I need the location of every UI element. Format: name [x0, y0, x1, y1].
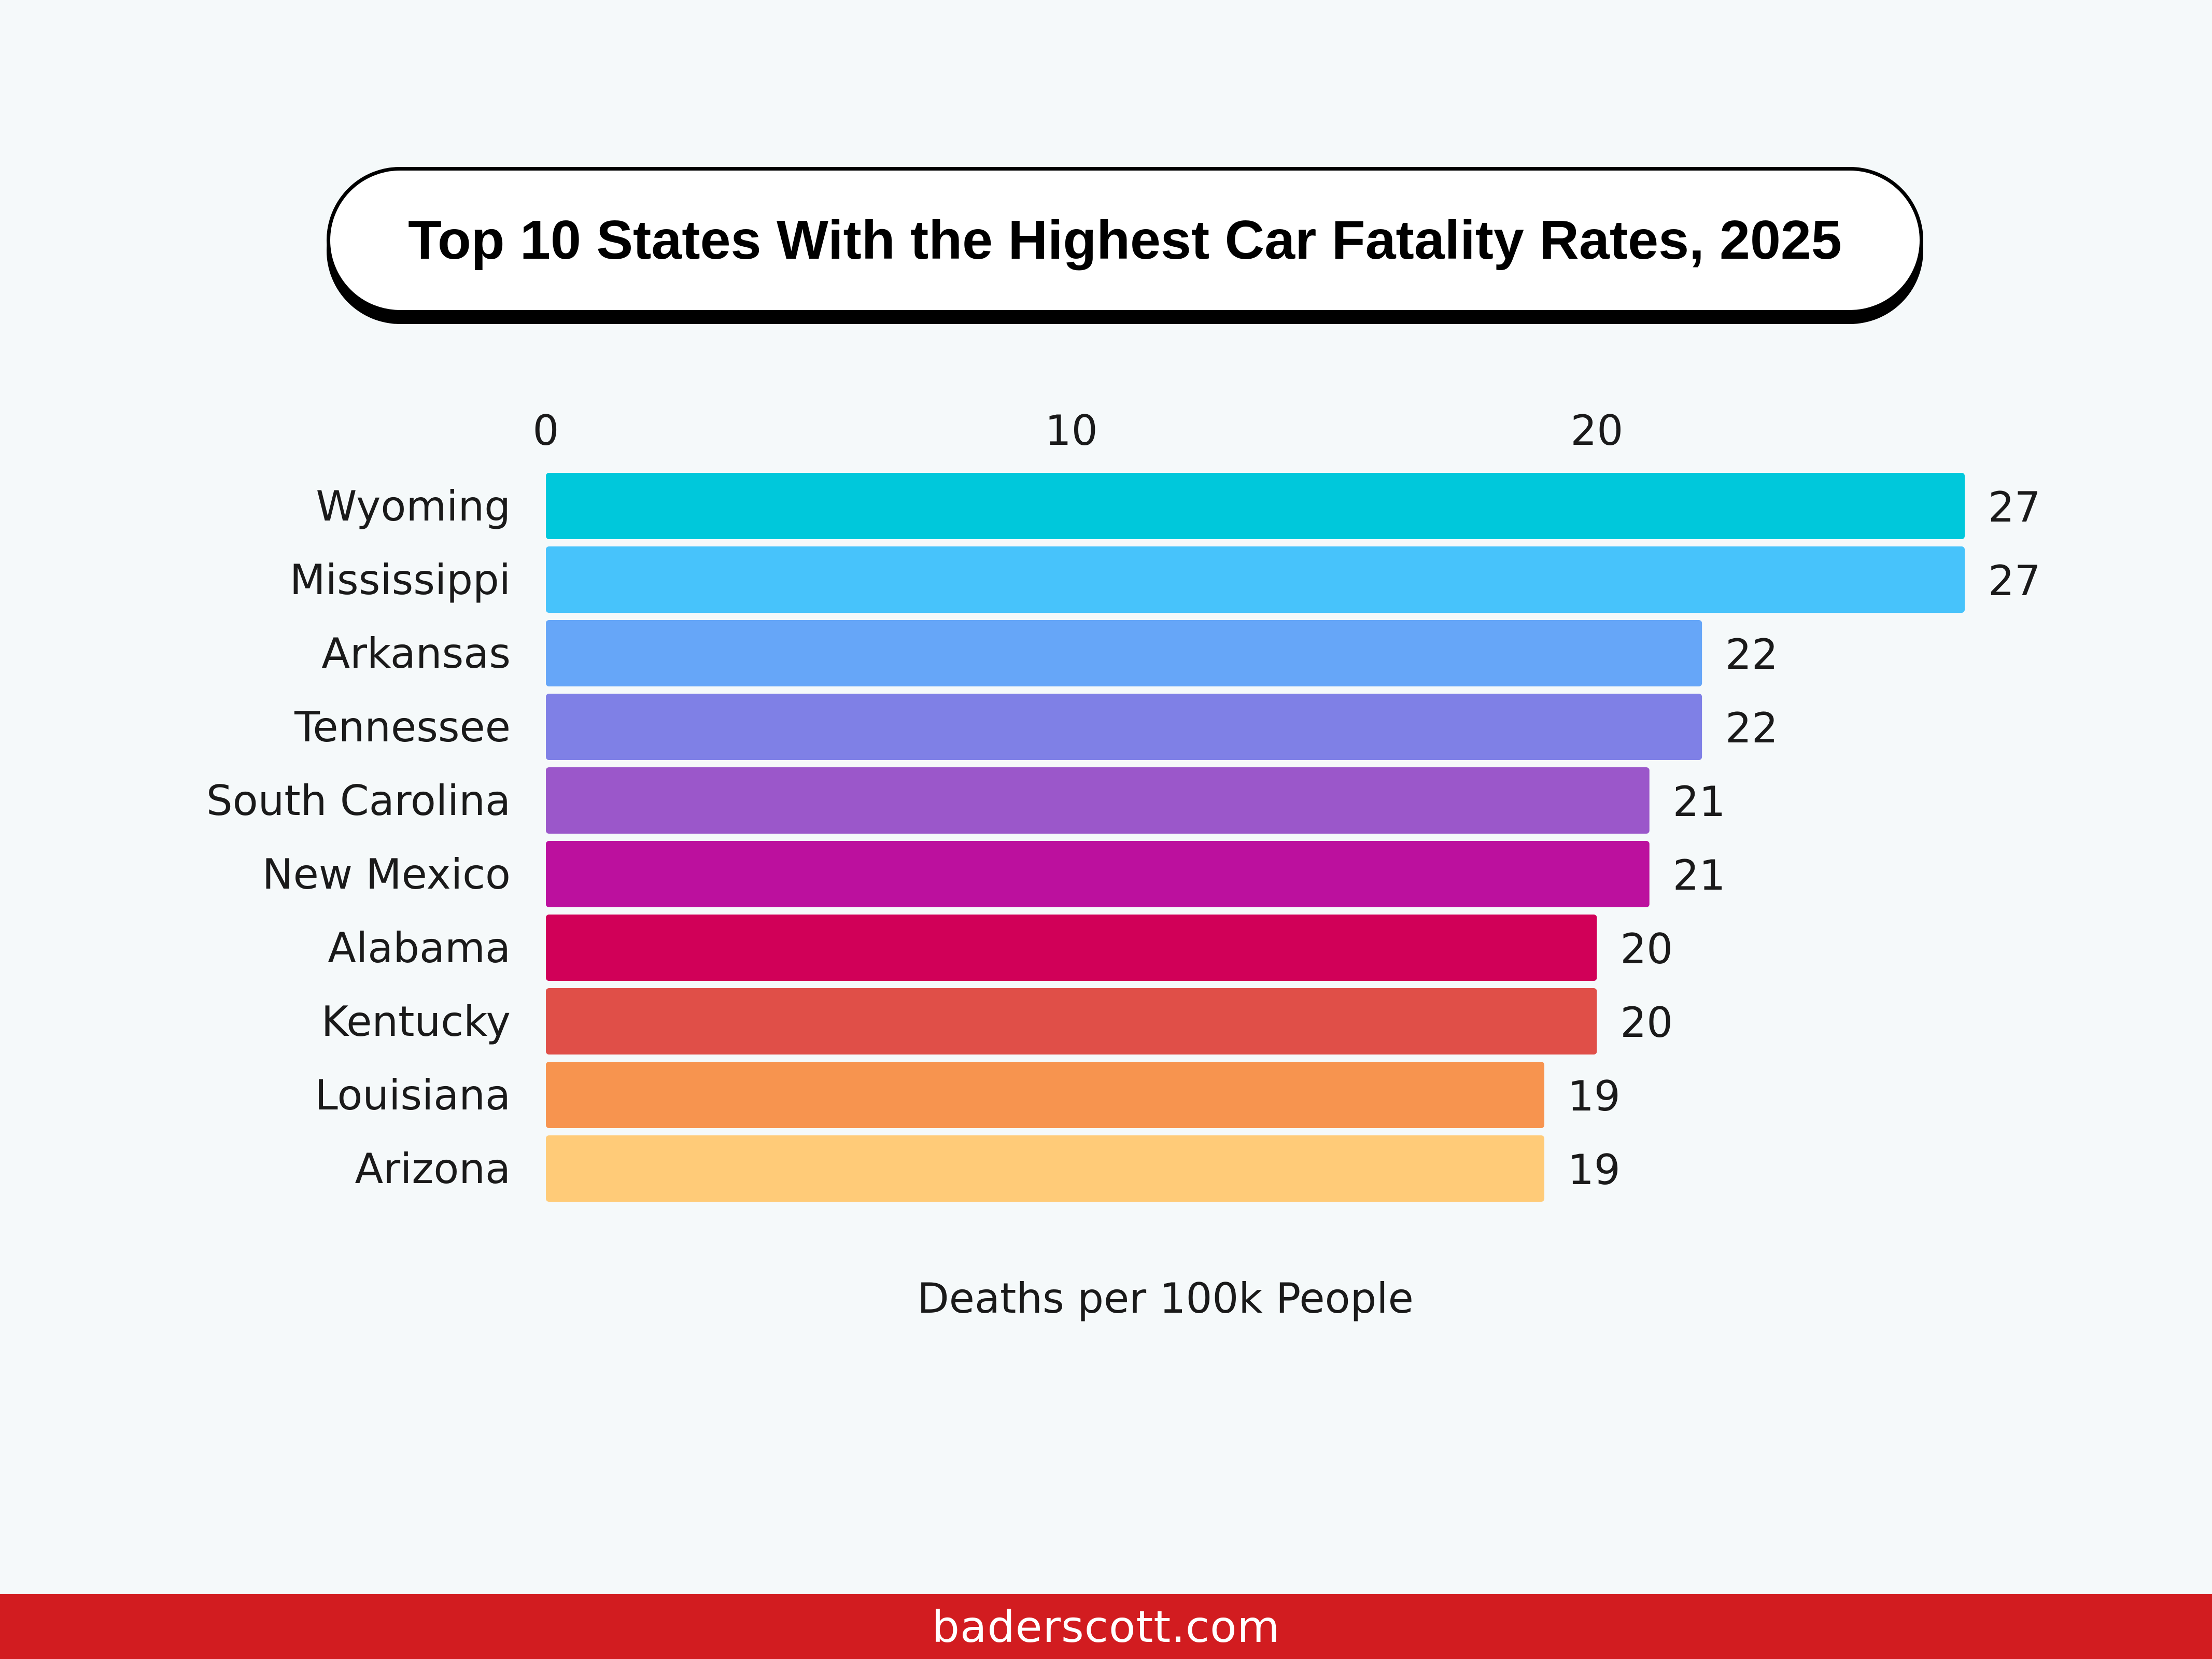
bar-louisiana [546, 1062, 1545, 1128]
category-label: South Carolina [206, 777, 511, 825]
value-label: 22 [1725, 630, 1778, 679]
bar-kentucky [546, 988, 1597, 1055]
category-label: Arkansas [321, 629, 511, 678]
category-label: Arizona [355, 1145, 511, 1193]
bar-arizona [546, 1135, 1545, 1202]
value-label: 21 [1673, 851, 1726, 899]
category-label: Louisiana [315, 1071, 511, 1119]
x-tick-label: 10 [1045, 406, 1098, 455]
bar-south-carolina [546, 767, 1650, 834]
category-label: Kentucky [321, 997, 511, 1046]
value-label: 20 [1620, 925, 1673, 973]
value-label: 27 [1988, 483, 2041, 531]
footer-bar: baderscott.com [0, 1594, 2212, 1659]
value-label: 19 [1568, 1072, 1621, 1120]
category-label: Wyoming [316, 482, 511, 530]
value-label: 19 [1568, 1146, 1621, 1194]
category-label: Alabama [328, 924, 511, 972]
category-label: Mississippi [290, 556, 511, 604]
value-label: 27 [1988, 557, 2041, 605]
footer-site-link[interactable]: baderscott.com [932, 1601, 1280, 1652]
bar-tennessee [546, 694, 1702, 760]
category-label: New Mexico [262, 850, 511, 898]
x-axis-label: Deaths per 100k People [917, 1274, 1414, 1323]
value-label: 20 [1620, 999, 1673, 1047]
bar-alabama [546, 915, 1597, 981]
category-label: Tennessee [294, 703, 511, 751]
bar-mississippi [546, 546, 1965, 613]
value-label: 22 [1725, 704, 1778, 752]
x-axis-ticks: 0 10 20 [533, 406, 1624, 455]
chart-title: Top 10 States With the Highest Car Fatal… [408, 209, 1842, 271]
value-label: 21 [1673, 778, 1726, 826]
bar-arkansas [546, 620, 1702, 686]
category-labels: Wyoming Mississippi Arkansas Tennessee South… [206, 482, 511, 1193]
x-tick-label: 0 [533, 406, 559, 455]
bars [546, 473, 1965, 1202]
bar-new-mexico [546, 841, 1650, 907]
bar-wyoming [546, 473, 1965, 539]
chart-title-box: Top 10 States With the Highest Car Fatal… [327, 167, 1923, 314]
x-tick-label: 20 [1571, 406, 1624, 455]
